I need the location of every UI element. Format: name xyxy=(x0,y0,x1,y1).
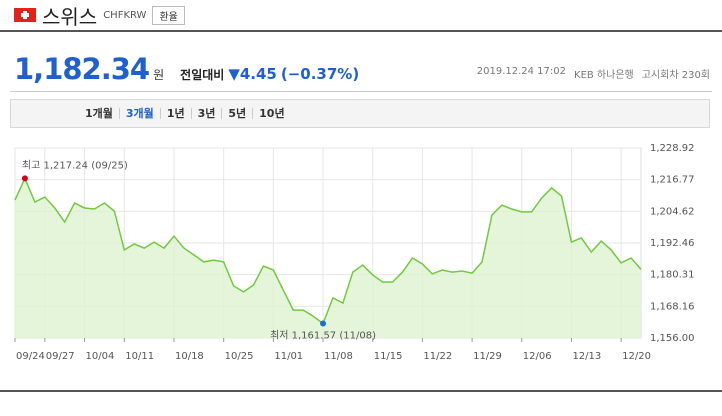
y-tick-label: 1,204.62 xyxy=(650,206,695,217)
meta: 2019.12.24 17:02 KEB 하나은행 고시회차 230회 xyxy=(477,66,710,81)
min-label: 최저 1,161.57 (11/08) xyxy=(270,329,376,341)
price-row: 1,182.34 원 전일대비 ▼4.45 (−0.37%) xyxy=(14,52,359,86)
unit: 원 xyxy=(153,68,165,82)
max-label: 최고 1,217.24 (09/25) xyxy=(22,159,128,171)
flag-icon xyxy=(14,8,36,22)
y-tick-label: 1,156.00 xyxy=(650,333,695,344)
line xyxy=(14,176,642,325)
tab[interactable]: 5년 xyxy=(221,108,252,119)
tab[interactable]: 3개월 xyxy=(118,108,160,119)
tab[interactable]: 1개월 xyxy=(85,107,113,120)
x-tick-label: 10/18 xyxy=(175,351,204,362)
x-tick-label: 11/01 xyxy=(274,351,303,362)
period-tabs: 1개월 3개월 1년 3년 5년 10년 xyxy=(10,99,710,128)
change-pct: (−0.37%) xyxy=(280,65,360,83)
x-tick-label: 10/11 xyxy=(125,351,154,362)
bank: KEB 하나은행 xyxy=(574,70,634,81)
x-tick-label: 09/27 xyxy=(46,351,75,362)
x-tick-label: 12/20 xyxy=(622,351,651,362)
divider xyxy=(0,390,722,392)
x-tick-label: 11/08 xyxy=(324,351,353,362)
y-tick-label: 1,192.46 xyxy=(650,238,695,249)
x-tick-label: 10/04 xyxy=(86,351,115,362)
x-tick-label: 12/13 xyxy=(572,351,601,362)
divider xyxy=(10,91,712,92)
header: 스위스 CHFKRW 환율 xyxy=(14,2,185,29)
y-tick-label: 1,180.31 xyxy=(650,270,695,281)
min-marker xyxy=(320,320,327,327)
x-tick-label: 12/06 xyxy=(523,351,552,362)
tab[interactable]: 10년 xyxy=(252,108,290,119)
exchange-button[interactable]: 환율 xyxy=(152,5,185,25)
datetime: 2019.12.24 17:02 xyxy=(476,66,567,77)
y-tick-label: 1,168.16 xyxy=(650,301,695,312)
y-tick-label: 1,216.77 xyxy=(650,175,695,186)
x-tick-label: 11/15 xyxy=(374,351,403,362)
tab[interactable]: 3년 xyxy=(190,108,222,119)
price: 1,182.34 xyxy=(14,52,150,86)
x-tick-label: 11/22 xyxy=(423,351,452,362)
x-tick-label: 10/25 xyxy=(225,351,254,362)
change-label: 전일대비 xyxy=(180,68,225,82)
change: ▼4.45 xyxy=(228,65,277,83)
area xyxy=(15,178,641,338)
country: 스위스 xyxy=(42,4,98,29)
tab[interactable]: 1년 xyxy=(159,108,191,119)
currency-code: CHFKRW xyxy=(103,9,147,21)
max-marker xyxy=(21,175,28,182)
round: 고시회차 230회 xyxy=(641,70,710,81)
x-tick-label: 09/24 xyxy=(16,351,45,362)
y-tick-label: 1,228.92 xyxy=(650,143,695,154)
x-tick-label: 11/29 xyxy=(473,351,502,362)
divider xyxy=(0,30,722,32)
